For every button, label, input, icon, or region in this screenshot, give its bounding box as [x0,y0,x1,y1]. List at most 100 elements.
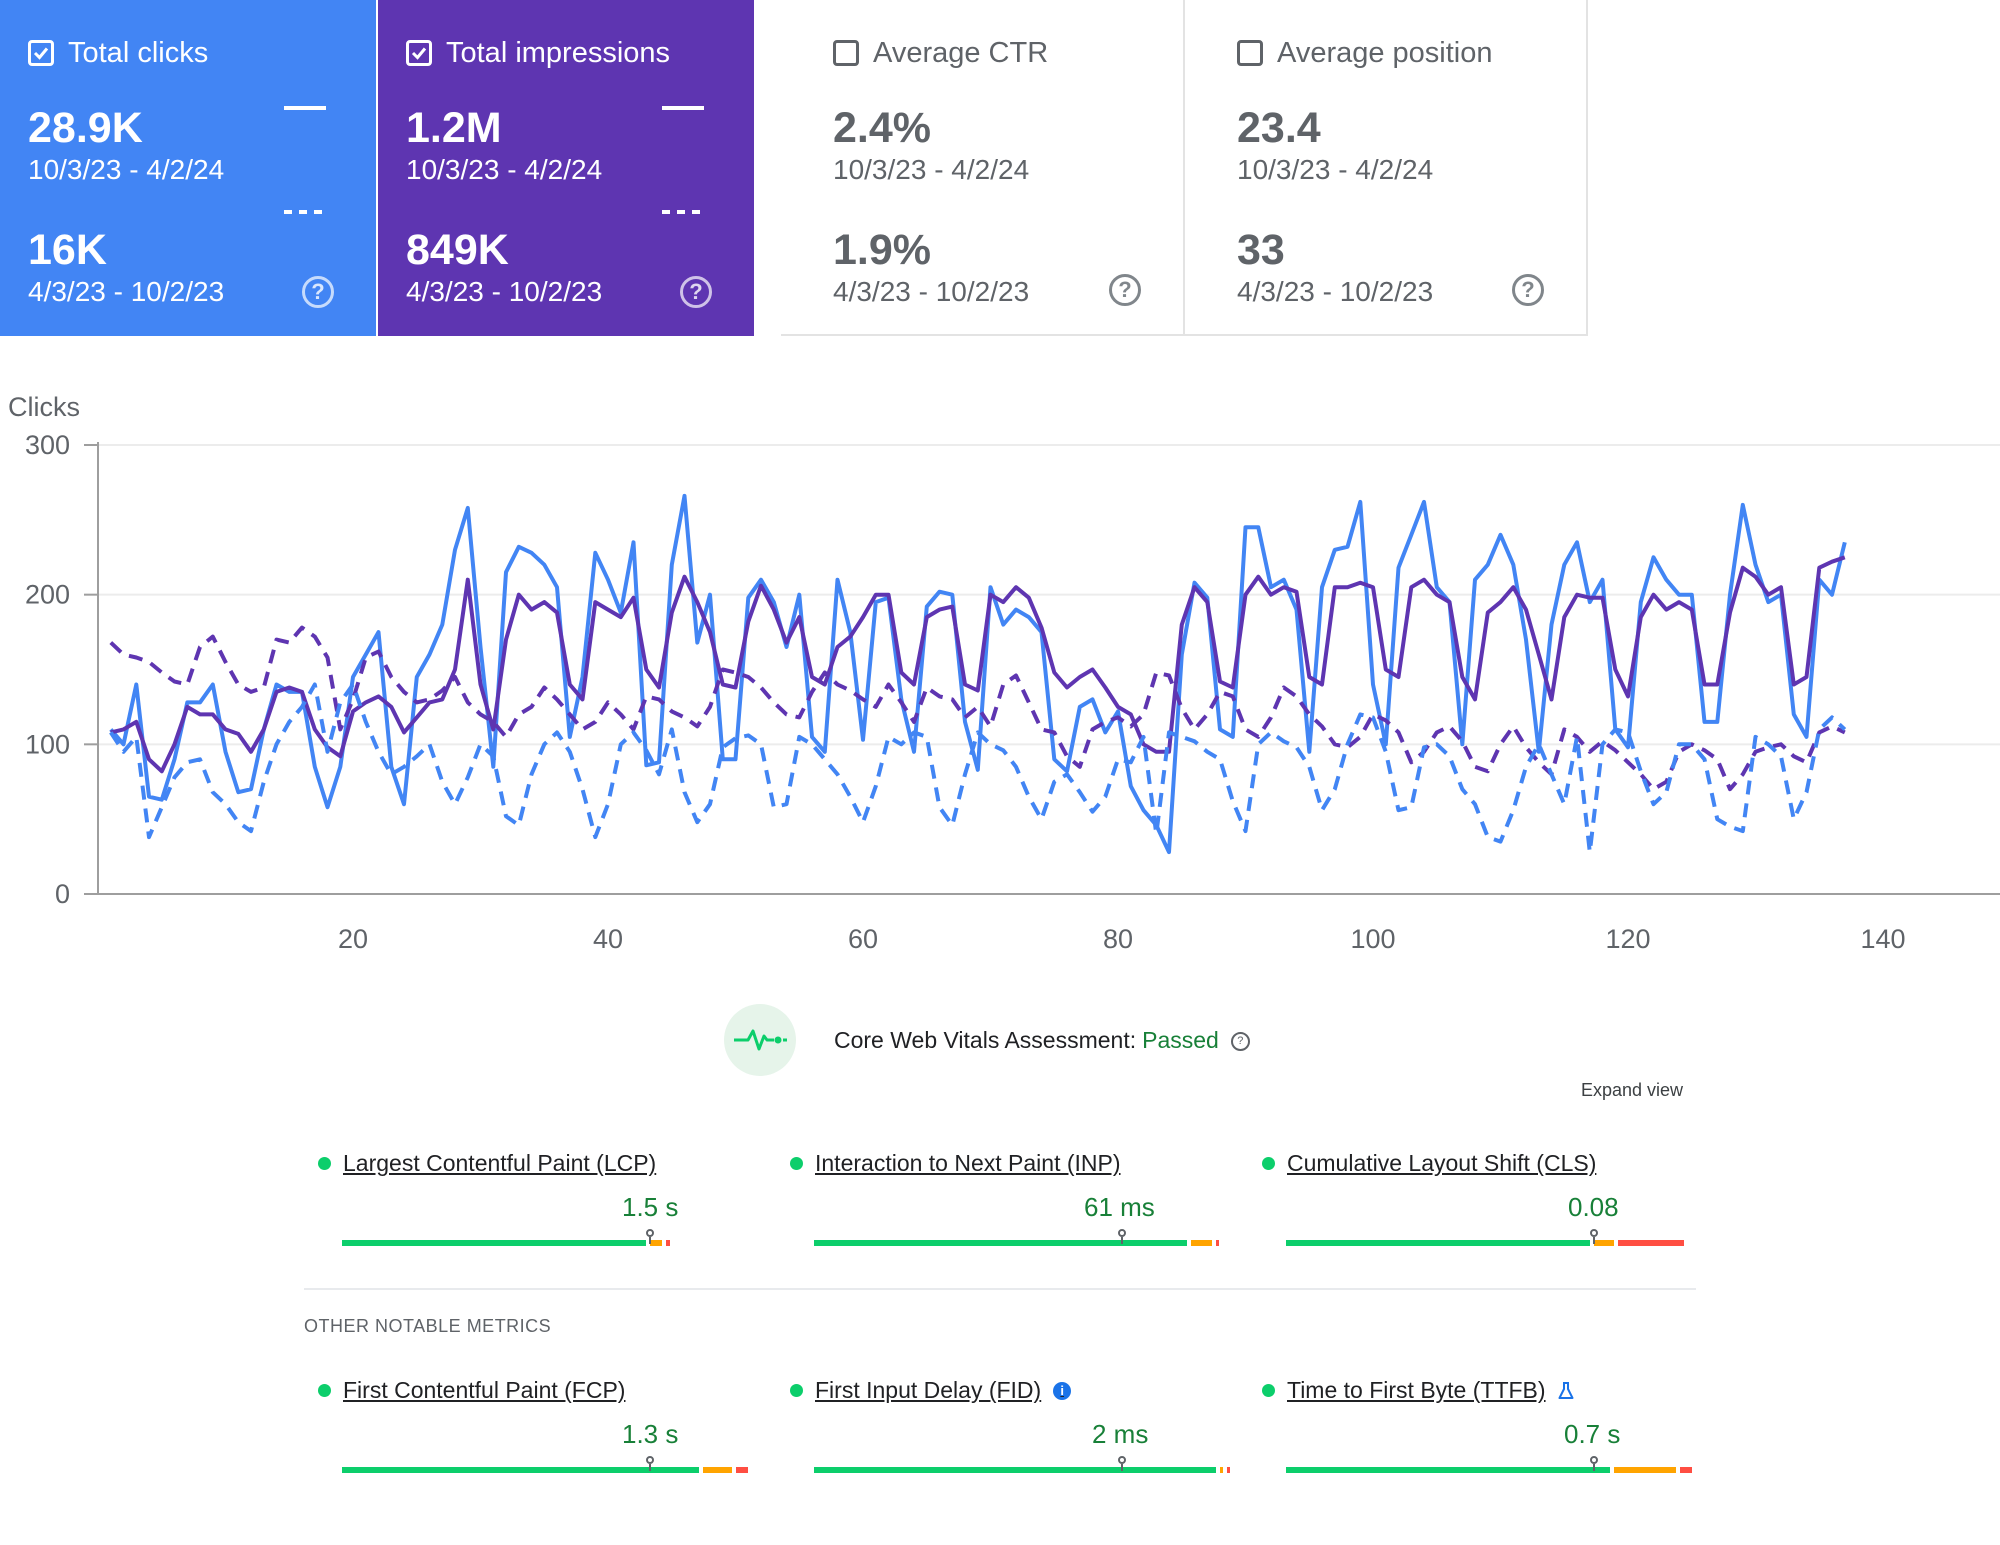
metric-name: First Input Delay (FID) [815,1377,1042,1403]
info-question-icon[interactable]: ? [1230,1031,1250,1051]
metric-cls-link[interactable]: Cumulative Layout Shift (CLS) [1262,1150,1696,1177]
pulse-icon [724,1004,796,1076]
help-icon[interactable]: ? [1109,274,1141,306]
poor-segment [1618,1240,1684,1246]
performance-summary-cards: Total clicks 28.9K 10/3/23 - 4/2/24 16K … [0,0,1588,336]
experimental-flask-icon[interactable] [1558,1381,1574,1400]
card-value-previous: 16K [28,226,107,274]
x-tick-label: 120 [1605,924,1650,954]
checkbox-checked-icon[interactable] [28,40,54,66]
card-range-previous: 4/3/23 - 10/2/23 [1237,276,1434,307]
good-segment [814,1240,1188,1246]
card-range-current: 10/3/23 - 4/2/24 [28,154,225,185]
average-position-header[interactable]: Average position [1237,34,1586,72]
good-segment [814,1467,1216,1473]
dashed-line-legend-icon [662,210,704,214]
cwv-status-text: Passed [1142,1026,1219,1053]
cwv-assessment-header: Core Web Vitals Assessment: Passed? [724,1004,1250,1076]
percentile-marker-line [1592,1464,1595,1471]
card-value-current: 28.9K [28,104,143,152]
metric-value: 1.3 s [622,1419,679,1449]
card-range-current: 10/3/23 - 4/2/24 [406,154,603,185]
good-status-dot [318,1157,331,1170]
y-axis-label: Clicks [8,392,80,422]
card-range-current: 10/3/23 - 4/2/24 [1237,154,1434,185]
metric-fcp-link[interactable]: First Contentful Paint (FCP) [318,1377,752,1404]
x-tick-label: 100 [1350,924,1395,954]
poor-segment [1226,1467,1230,1473]
metric-name: Interaction to Next Paint (INP) [815,1150,1121,1176]
clicks-impressions-chart[interactable]: Clicks 0 100 200 300 20 40 60 80 100 120 140 [0,380,2000,960]
distribution-bar [342,1456,752,1473]
average-position-card[interactable]: Average position 23.4 10/3/23 - 4/2/24 3… [1185,0,1588,336]
good-segment [1286,1240,1590,1246]
percentile-marker-icon [1589,1229,1598,1237]
card-value-previous: 1.9% [833,226,932,274]
card-value-current: 1.2M [406,104,502,152]
metric-fcp: First Contentful Paint (FCP) 1.3 s [318,1377,752,1473]
metric-fid-link[interactable]: First Input Delay (FID) i [790,1377,1224,1404]
metric-value: 61 ms [1084,1192,1155,1222]
ni-segment [1191,1240,1212,1246]
x-tick-label: 40 [593,924,623,954]
metric-value: 0.7 s [1564,1419,1621,1449]
average-ctr-card[interactable]: Average CTR 2.4% 10/3/23 - 4/2/24 1.9% 4… [781,0,1185,336]
card-value-current: 2.4% [833,104,932,152]
percentile-marker-icon [1589,1456,1598,1464]
distribution-bar [814,1456,1230,1473]
metric-lcp-link[interactable]: Largest Contentful Paint (LCP) [318,1150,752,1177]
help-icon[interactable]: ? [680,276,712,308]
total-clicks-header[interactable]: Total clicks [28,34,376,72]
solid-line-legend-icon [662,106,704,110]
x-tick-label: 60 [848,924,878,954]
percentile-marker-line [648,1464,651,1471]
good-segment [342,1467,699,1473]
metric-lcp: Largest Contentful Paint (LCP) 1.5 s [318,1150,752,1246]
distribution-bar [814,1229,1224,1246]
percentile-marker-line [648,1237,651,1244]
metric-inp-link[interactable]: Interaction to Next Paint (INP) [790,1150,1224,1177]
percentile-marker-line [1120,1464,1123,1471]
metric-value: 2 ms [1092,1419,1149,1449]
total-impressions-card[interactable]: Total impressions 1.2M 10/3/23 - 4/2/24 … [378,0,754,336]
good-segment [1286,1467,1610,1473]
good-status-dot [790,1384,803,1397]
ni-segment [1219,1467,1223,1473]
ni-segment [1593,1240,1615,1246]
metric-ttfb-link[interactable]: Time to First Byte (TTFB) [1262,1377,1696,1404]
cwv-title-text: Core Web Vitals Assessment: [834,1026,1137,1053]
card-value-previous: 33 [1237,226,1285,274]
other-metrics-label: OTHER NOTABLE METRICS [304,1316,552,1336]
checkbox-unchecked-icon[interactable] [833,40,859,66]
info-icon[interactable]: i [1053,1381,1072,1400]
distribution-bar [342,1229,752,1246]
series-line-1 [109,493,1847,855]
card-value-previous: 849K [406,226,509,274]
y-axis-ticks: 0 100 200 300 [25,430,98,909]
chart-series [109,493,1847,855]
good-status-dot [1262,1384,1275,1397]
distribution-bar [1286,1456,1696,1473]
total-clicks-card[interactable]: Total clicks 28.9K 10/3/23 - 4/2/24 16K … [0,0,376,336]
good-segment [342,1240,646,1246]
ni-segment [1614,1467,1676,1473]
help-icon[interactable]: ? [1512,274,1544,306]
y-tick-label: 0 [55,879,70,909]
expand-view-link[interactable]: Expand view [1580,1080,1683,1100]
checkbox-unchecked-icon[interactable] [1237,40,1263,66]
good-status-dot [318,1384,331,1397]
metric-ttfb: Time to First Byte (TTFB) 0.7 s [1262,1377,1696,1473]
poor-segment [735,1467,748,1473]
percentile-marker-icon [645,1456,654,1464]
metric-name: Time to First Byte (TTFB) [1287,1377,1546,1403]
checkbox-checked-icon[interactable] [406,40,432,66]
metric-name: Largest Contentful Paint (LCP) [343,1150,657,1176]
help-icon[interactable]: ? [302,276,334,308]
poor-segment [1215,1240,1219,1246]
percentile-marker-line [1120,1237,1123,1244]
ni-segment [702,1467,732,1473]
metric-cls: Cumulative Layout Shift (CLS) 0.08 [1262,1150,1696,1246]
total-impressions-header[interactable]: Total impressions [406,34,754,72]
cwv-assessment-title: Core Web Vitals Assessment: Passed? [834,1027,1250,1054]
average-ctr-header[interactable]: Average CTR [833,34,1183,72]
